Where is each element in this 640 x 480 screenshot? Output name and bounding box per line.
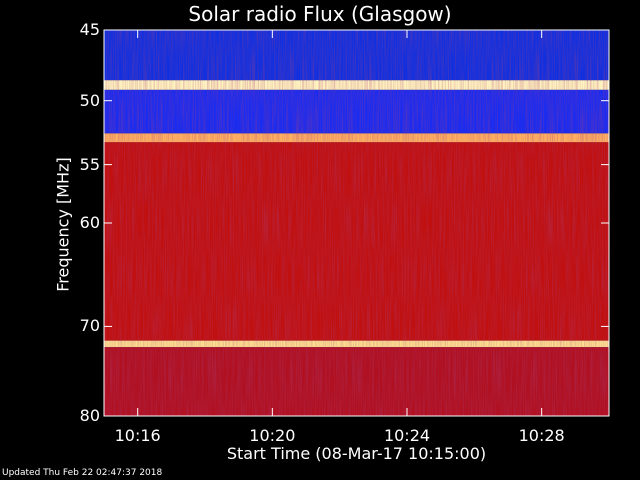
x-tick-label-2: 10:24 xyxy=(383,426,431,445)
y-tick-label-5: 80 xyxy=(79,406,100,425)
x-tick-label-0: 10:16 xyxy=(114,426,161,445)
x-axis-label: Start Time (08-Mar-17 10:15:00) xyxy=(226,444,487,463)
y-tick-label-3: 60 xyxy=(79,213,100,232)
y-tick-label-0: 45 xyxy=(79,20,100,39)
update-timestamp: Updated Thu Feb 22 02:47:37 2018 xyxy=(2,468,163,478)
y-tick-label-4: 70 xyxy=(79,316,100,336)
x-tick-label-3: 10:28 xyxy=(518,426,565,445)
y-tick-label-2: 55 xyxy=(79,154,100,174)
x-tick-label-1: 10:20 xyxy=(249,426,296,445)
y-tick-label-1: 50 xyxy=(79,90,100,110)
noise-overlay xyxy=(104,30,609,416)
chart-title: Solar radio Flux (Glasgow) xyxy=(188,2,452,26)
